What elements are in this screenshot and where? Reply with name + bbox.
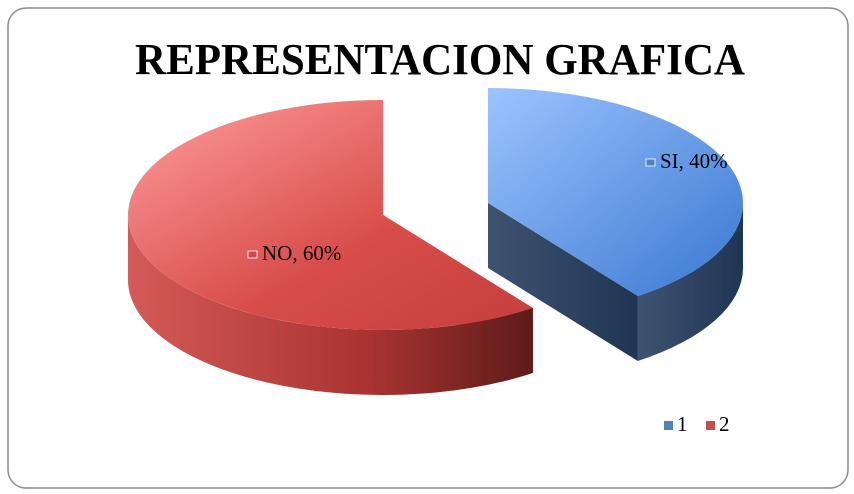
slice-cut-face	[488, 203, 638, 362]
legend-swatch	[706, 421, 715, 430]
chart-title: REPRESENTACION GRAFICA	[135, 35, 745, 84]
legend-swatch	[664, 421, 673, 430]
data-label: SI, 40%	[660, 149, 728, 173]
pie-slice	[128, 100, 533, 330]
data-label-key	[247, 250, 258, 259]
data-label-key	[645, 158, 656, 167]
slice-side	[637, 203, 743, 362]
pie-slice	[488, 88, 743, 297]
legend-label: 2	[719, 412, 730, 436]
slice-side	[128, 215, 533, 396]
data-label: NO, 60%	[262, 241, 341, 265]
legend-label: 1	[677, 412, 688, 436]
